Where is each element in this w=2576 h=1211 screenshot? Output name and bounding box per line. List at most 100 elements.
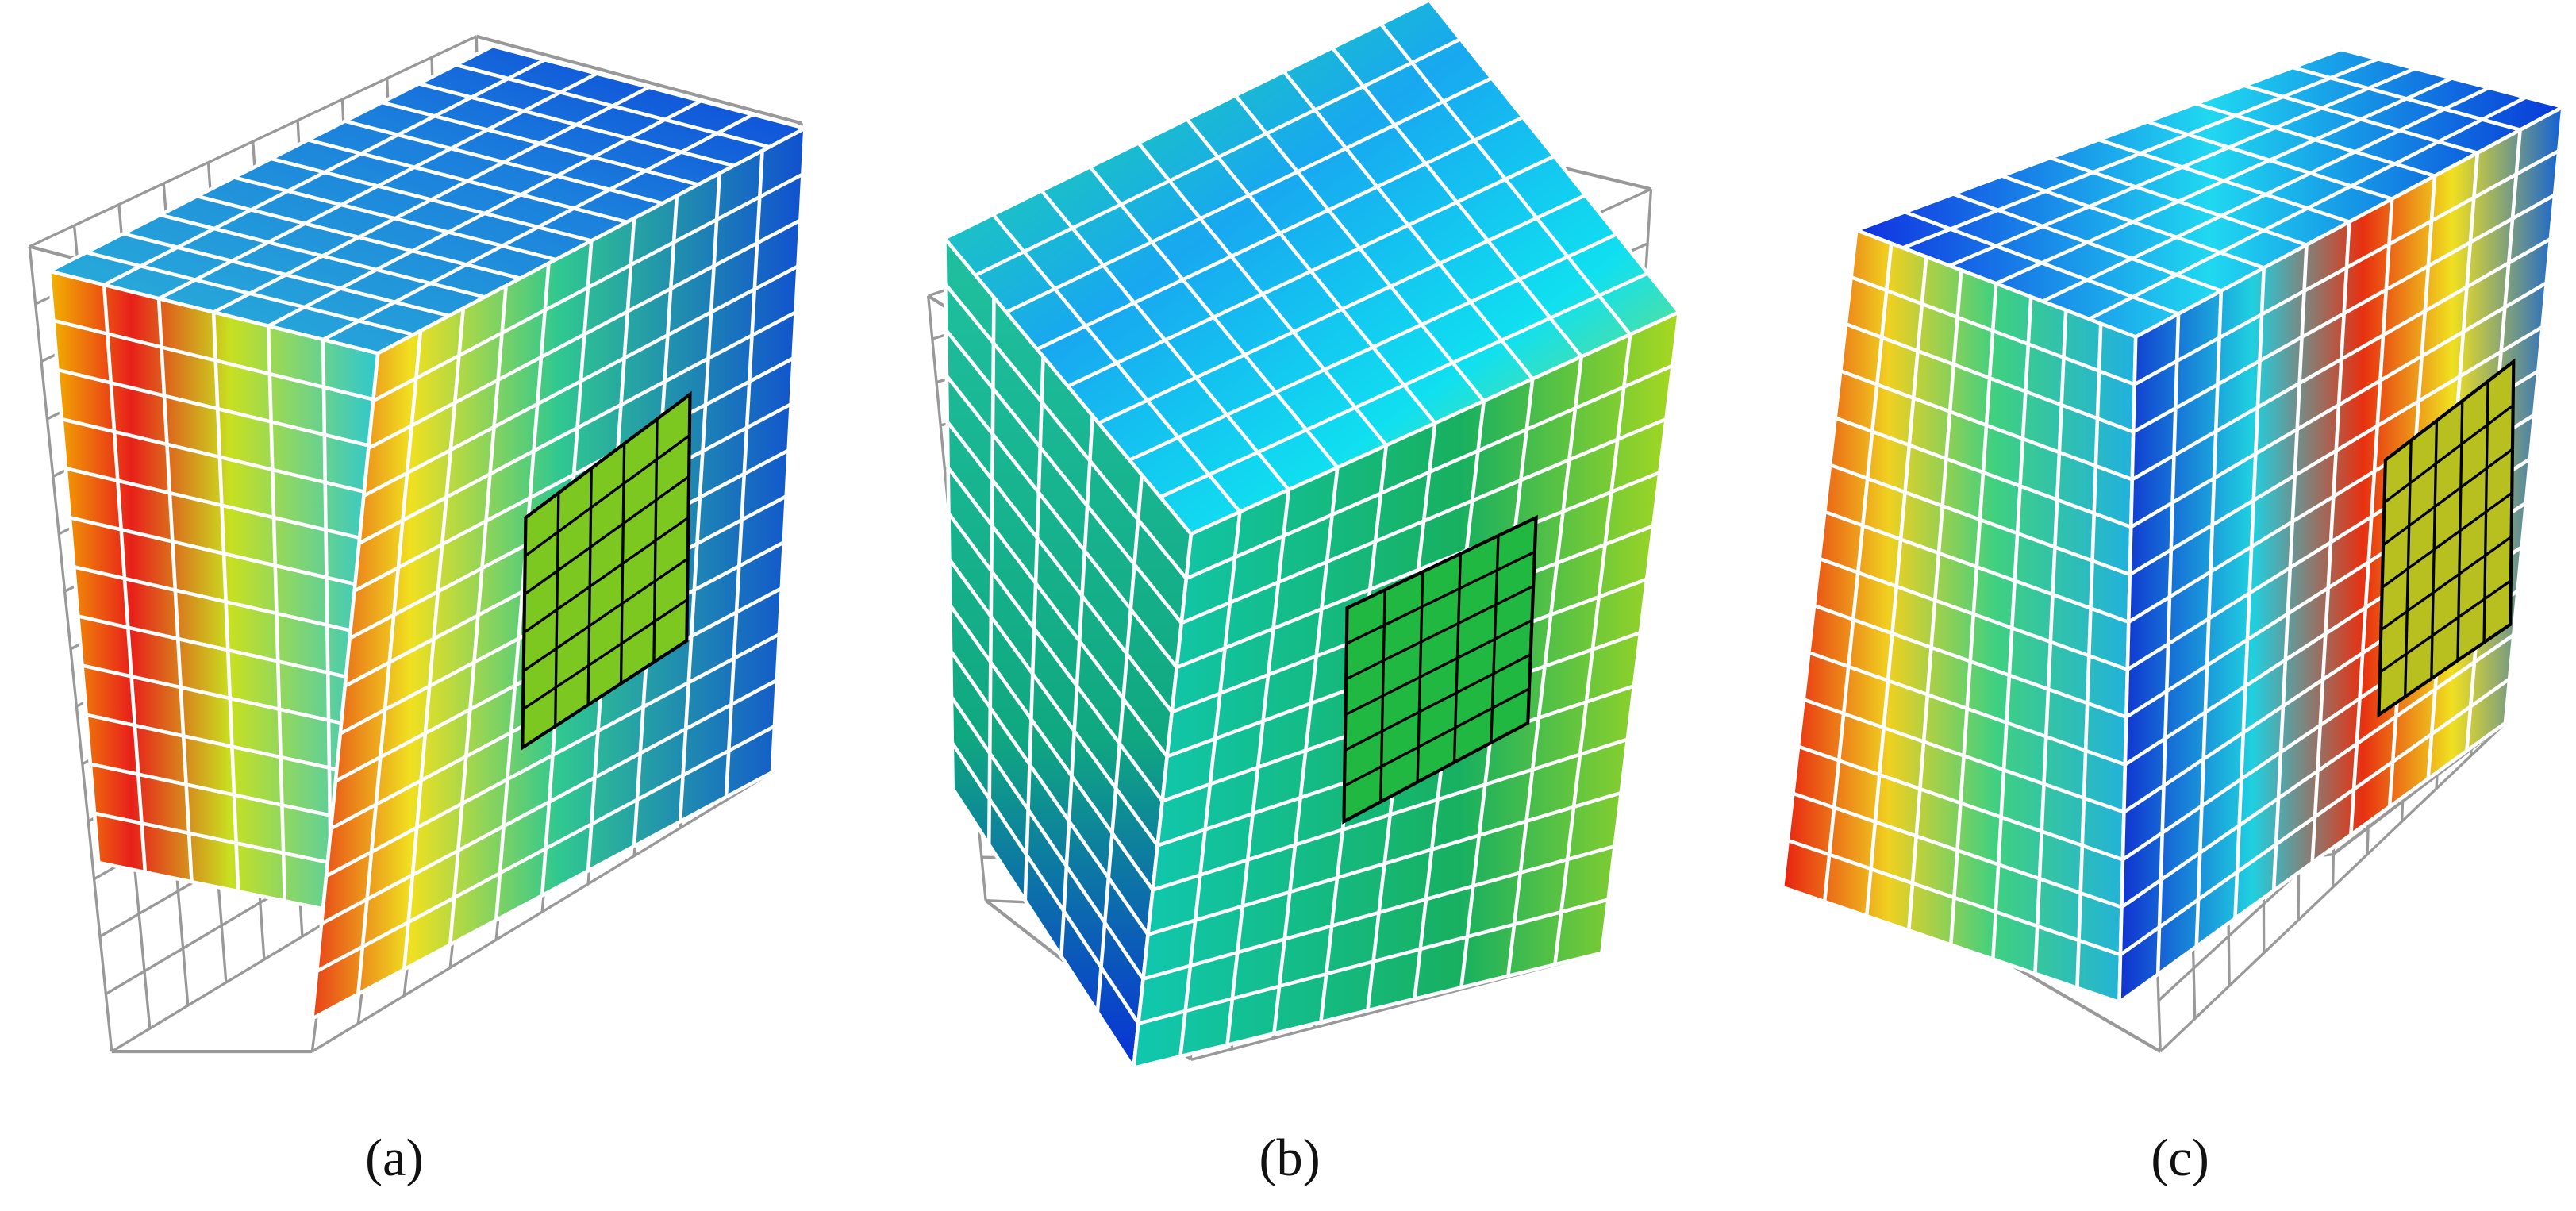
mesh-line	[29, 35, 478, 248]
mesh-line	[1345, 585, 1534, 681]
mesh-line	[2379, 579, 2512, 674]
mesh-line	[2120, 633, 2515, 909]
mesh-line	[2118, 721, 2507, 1004]
mesh-line	[1902, 57, 2379, 250]
mesh-line	[103, 58, 546, 287]
mesh-line	[945, 421, 1174, 713]
mesh-line	[65, 466, 379, 544]
mesh-line	[944, 283, 1188, 580]
mesh-line	[522, 557, 689, 672]
mesh-line	[56, 367, 379, 450]
mesh-line	[213, 85, 650, 314]
mesh-line	[1829, 463, 2131, 577]
mesh-line	[945, 375, 1178, 669]
mesh-line	[61, 417, 379, 497]
mesh-line	[1190, 310, 1680, 536]
panel-label: (c)	[2151, 1129, 2209, 1187]
mesh-line	[2132, 193, 2556, 434]
mesh-line	[1098, 193, 1586, 425]
mesh-line	[1995, 76, 2453, 286]
mesh-line	[321, 679, 778, 925]
mesh-line	[316, 725, 776, 973]
mesh-line	[1797, 744, 2124, 862]
mesh-line	[158, 71, 598, 301]
mesh-renders	[28, 0, 2565, 1070]
mesh-line	[82, 663, 379, 733]
mesh-line	[325, 632, 780, 878]
mesh-line	[943, 236, 1193, 536]
mesh-line	[1343, 721, 1529, 823]
mesh-line	[2135, 105, 2564, 339]
mesh-line	[944, 329, 1183, 625]
panel-label: (b)	[1259, 1129, 1320, 1187]
mesh-line	[525, 393, 691, 519]
mesh-line	[1344, 619, 1533, 717]
mesh-line	[1180, 417, 1667, 625]
mesh-line	[322, 113, 754, 341]
mesh-line	[1855, 228, 2137, 339]
mesh-line	[353, 356, 794, 593]
mesh-line	[1782, 885, 2120, 1005]
mesh-face	[1782, 229, 2136, 1002]
mesh-line	[377, 126, 806, 356]
mesh-line	[2133, 149, 2560, 386]
mesh-line	[1802, 698, 2125, 814]
mesh-line	[73, 565, 379, 639]
mesh-line	[1175, 471, 1661, 670]
mesh-line	[1840, 369, 2133, 482]
mesh-line	[77, 614, 379, 686]
mesh-line	[1346, 550, 1536, 645]
mesh-line	[311, 771, 774, 1021]
mesh-line	[524, 434, 690, 557]
mesh-line	[1808, 651, 2126, 767]
mesh-line	[1792, 791, 2123, 909]
mesh-line	[1948, 67, 2416, 267]
mesh-line	[2088, 95, 2527, 321]
mesh-line	[52, 318, 379, 402]
mesh-line	[521, 640, 688, 749]
mesh-line	[1159, 271, 1649, 499]
mesh-line	[2128, 325, 2543, 576]
mesh-line	[944, 0, 1431, 240]
mesh-line	[523, 516, 690, 634]
mesh-line	[975, 37, 1462, 277]
mesh-line	[69, 516, 379, 592]
mesh-line	[524, 475, 690, 596]
mesh-line	[1128, 233, 1617, 462]
mesh-line	[522, 598, 688, 711]
mesh-line	[372, 172, 804, 403]
mesh-line	[1344, 653, 1532, 752]
mesh-line	[1067, 154, 1555, 388]
mesh-line	[2159, 721, 2507, 1053]
mesh-line	[949, 650, 1150, 936]
mesh-line	[48, 44, 494, 273]
mesh-line	[1824, 509, 2130, 624]
mesh-line	[367, 218, 802, 451]
mesh-line	[1344, 687, 1530, 787]
mesh-line	[1855, 48, 2342, 233]
mesh-line	[1787, 838, 2121, 957]
mesh-line	[2378, 623, 2512, 717]
mesh-line	[2383, 404, 2514, 504]
mesh-line	[948, 558, 1159, 847]
mesh-line	[946, 466, 1169, 758]
mesh-line	[363, 264, 799, 498]
mesh-line	[2041, 86, 2490, 303]
mesh-line	[1036, 115, 1524, 352]
mesh-line	[2384, 360, 2515, 462]
mesh-line	[2380, 536, 2513, 632]
mesh-line	[90, 762, 379, 828]
mesh-line	[1132, 951, 1602, 1070]
mesh-line	[1845, 322, 2135, 434]
mesh-line	[948, 604, 1155, 891]
mesh-line	[2131, 237, 2552, 482]
mesh-line	[2382, 448, 2513, 547]
mesh-line	[86, 713, 379, 781]
mesh-line	[1818, 556, 2128, 671]
mesh-line	[2119, 677, 2511, 956]
mesh-line	[1147, 790, 1622, 936]
mesh-line	[951, 787, 1136, 1069]
mesh-face	[944, 238, 1191, 1068]
